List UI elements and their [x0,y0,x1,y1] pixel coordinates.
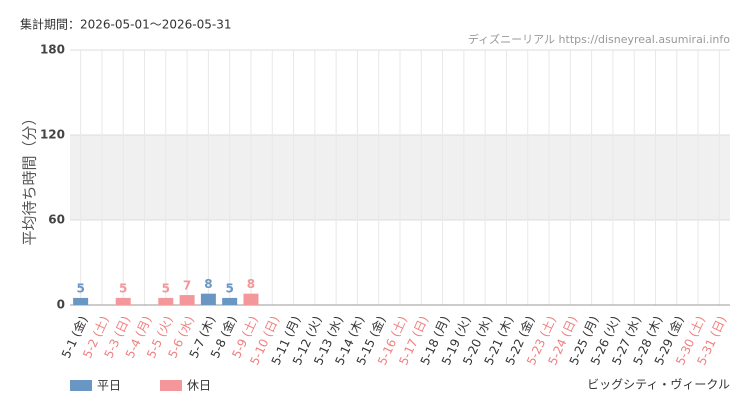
value-label: 8 [247,277,255,291]
chart-title: 集計期間：2026-05-01～2026-05-31 [20,17,231,32]
y-tick-label: 120 [40,128,65,142]
legend-swatch [70,380,92,391]
bar [158,297,174,305]
legend-label: 平日 [97,379,121,393]
bar [179,295,195,305]
y-tick-label: 180 [40,43,65,57]
value-label: 5 [119,281,127,295]
value-label: 8 [204,277,212,291]
value-label: 7 [183,279,191,293]
bar [200,293,216,305]
value-label: 5 [76,281,84,295]
value-label: 5 [225,281,233,295]
bar [243,293,259,305]
legend-swatch [160,380,182,391]
bar [222,297,238,305]
bar [73,297,89,305]
value-label: 5 [162,281,170,295]
legend-label: 休日 [187,379,211,393]
bar [115,297,131,305]
source: ディズニーリアル https://disneyreal.asumirai.inf… [468,32,730,46]
y-tick-label: 0 [57,298,65,312]
subtitle: ビッグシティ・ヴィークル [587,377,730,392]
y-axis-label: 平均待ち時間（分） [21,110,39,245]
y-tick-label: 60 [48,213,65,227]
